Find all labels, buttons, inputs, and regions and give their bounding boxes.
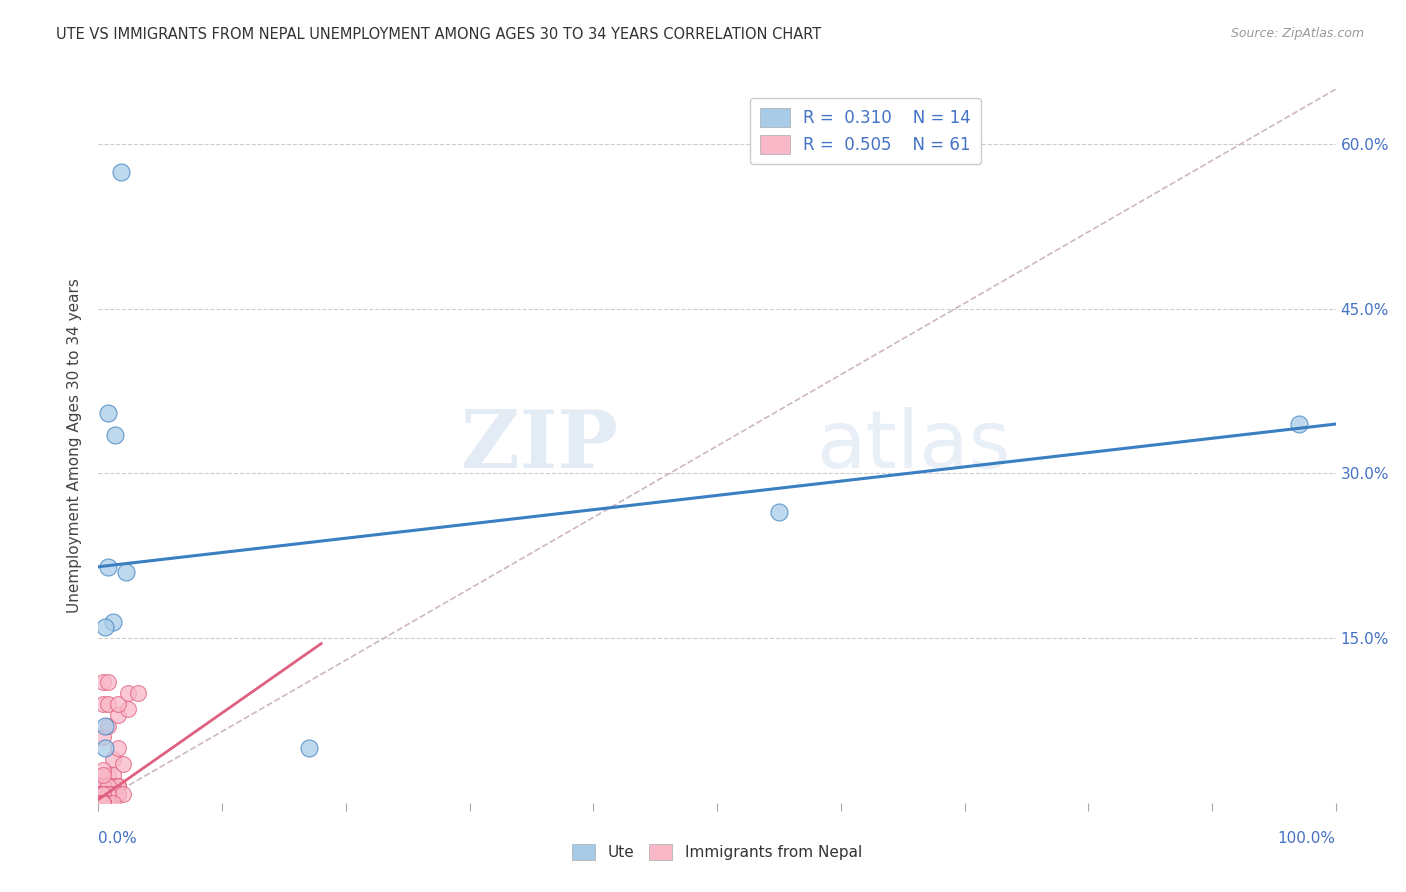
Text: 0.0%: 0.0% (98, 831, 138, 847)
Point (93, 719, 115, 733)
Point (93, 787, 115, 801)
Point (93, 796, 115, 810)
Point (103, 780, 125, 794)
Point (117, 702, 139, 716)
Point (93, 787, 115, 801)
Point (97, 697, 120, 711)
Point (93, 675, 115, 690)
Point (93, 796, 115, 810)
Point (97, 559, 120, 574)
Point (93, 780, 115, 794)
Point (93, 697, 115, 711)
Point (93, 796, 115, 810)
Point (93, 620, 115, 634)
Point (97, 787, 120, 801)
Point (97, 675, 120, 690)
Point (93, 763, 115, 777)
Point (93, 796, 115, 810)
Point (107, 780, 129, 794)
Point (93, 796, 115, 810)
Point (107, 708, 129, 723)
Point (110, 164, 132, 178)
Point (103, 768, 125, 782)
Point (87, 796, 110, 810)
Point (103, 615, 125, 629)
Point (97, 406, 120, 420)
Point (93, 796, 115, 810)
Point (93, 796, 115, 810)
Point (112, 787, 135, 801)
Point (87, 780, 110, 794)
Point (93, 787, 115, 801)
Point (103, 752, 125, 766)
Point (93, 780, 115, 794)
Point (97, 768, 120, 782)
Point (93, 730, 115, 744)
Text: Source: ZipAtlas.com: Source: ZipAtlas.com (1230, 27, 1364, 40)
Point (107, 697, 129, 711)
Point (93, 768, 115, 782)
Point (112, 757, 135, 772)
Point (107, 780, 129, 794)
Point (107, 740, 129, 755)
Point (97, 787, 120, 801)
Point (97, 780, 120, 794)
Point (107, 780, 129, 794)
Point (768, 505, 790, 519)
Point (93, 787, 115, 801)
Point (114, 566, 136, 580)
Point (103, 796, 125, 810)
Text: atlas: atlas (815, 407, 1011, 485)
Point (87, 787, 110, 801)
Point (93, 796, 115, 810)
Point (127, 686, 149, 700)
Point (1288, 417, 1310, 431)
Point (93, 780, 115, 794)
Y-axis label: Unemployment Among Ages 30 to 34 years: Unemployment Among Ages 30 to 34 years (67, 278, 83, 614)
Point (97, 780, 120, 794)
Point (103, 787, 125, 801)
Point (117, 686, 139, 700)
Point (93, 787, 115, 801)
Point (97, 719, 120, 733)
Point (107, 787, 129, 801)
Point (107, 787, 129, 801)
Point (103, 428, 125, 442)
Legend: Ute, Immigrants from Nepal: Ute, Immigrants from Nepal (567, 838, 868, 866)
Point (93, 780, 115, 794)
Point (93, 796, 115, 810)
Point (93, 796, 115, 810)
Point (93, 780, 115, 794)
Point (93, 787, 115, 801)
Point (97, 780, 120, 794)
Point (97, 780, 120, 794)
Point (298, 740, 321, 755)
Point (93, 740, 115, 755)
Point (97, 787, 120, 801)
Text: 100.0%: 100.0% (1278, 831, 1336, 847)
Text: ZIP: ZIP (461, 407, 619, 485)
Text: UTE VS IMMIGRANTS FROM NEPAL UNEMPLOYMENT AMONG AGES 30 TO 34 YEARS CORRELATION : UTE VS IMMIGRANTS FROM NEPAL UNEMPLOYMEN… (56, 27, 821, 42)
Point (93, 787, 115, 801)
Point (97, 796, 120, 810)
